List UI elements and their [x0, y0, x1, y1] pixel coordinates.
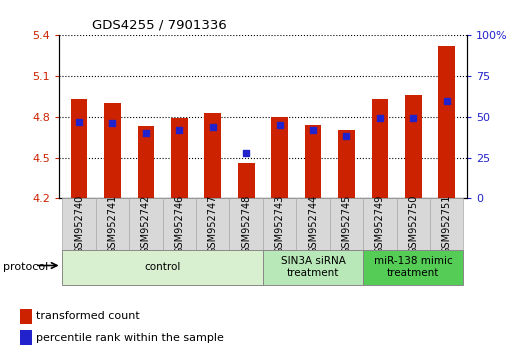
Point [209, 124, 217, 130]
Text: control: control [145, 262, 181, 272]
Bar [104, 103, 121, 198]
Point [376, 116, 384, 121]
Text: transformed count: transformed count [36, 311, 140, 321]
Point [275, 122, 284, 128]
Point [75, 119, 83, 125]
Text: GSM952742: GSM952742 [141, 194, 151, 253]
Text: GSM952740: GSM952740 [74, 194, 84, 253]
Text: GSM952741: GSM952741 [108, 194, 117, 253]
FancyBboxPatch shape [263, 250, 363, 285]
Text: GSM952745: GSM952745 [342, 194, 351, 253]
Text: SIN3A siRNA
treatment: SIN3A siRNA treatment [281, 256, 345, 278]
FancyBboxPatch shape [330, 198, 363, 250]
FancyBboxPatch shape [63, 250, 263, 285]
Point [108, 120, 116, 126]
FancyBboxPatch shape [163, 198, 196, 250]
FancyBboxPatch shape [430, 198, 463, 250]
Bar [171, 118, 188, 198]
Bar [405, 95, 422, 198]
Text: miR-138 mimic
treatment: miR-138 mimic treatment [374, 256, 452, 278]
FancyBboxPatch shape [363, 198, 397, 250]
Point [175, 127, 184, 133]
Point [242, 150, 250, 155]
Point [409, 116, 418, 121]
Bar [20, 330, 32, 345]
FancyBboxPatch shape [229, 198, 263, 250]
Bar [71, 99, 87, 198]
FancyBboxPatch shape [63, 198, 96, 250]
FancyBboxPatch shape [363, 250, 463, 285]
FancyBboxPatch shape [263, 198, 297, 250]
Bar [439, 46, 455, 198]
Text: protocol: protocol [3, 262, 48, 272]
FancyBboxPatch shape [129, 198, 163, 250]
Text: percentile rank within the sample: percentile rank within the sample [36, 332, 224, 343]
Bar [271, 117, 288, 198]
Point [309, 127, 317, 133]
Text: GSM952744: GSM952744 [308, 194, 318, 253]
Bar [238, 163, 254, 198]
Text: GSM952746: GSM952746 [174, 194, 184, 253]
Point [443, 98, 451, 103]
FancyBboxPatch shape [196, 198, 229, 250]
Bar [20, 309, 32, 324]
Text: GSM952749: GSM952749 [375, 194, 385, 253]
Text: GSM952743: GSM952743 [274, 194, 285, 253]
Point [342, 133, 350, 139]
Text: GSM952748: GSM952748 [241, 194, 251, 253]
Bar [204, 113, 221, 198]
Text: GDS4255 / 7901336: GDS4255 / 7901336 [92, 18, 226, 32]
FancyBboxPatch shape [96, 198, 129, 250]
FancyBboxPatch shape [297, 198, 330, 250]
Text: GSM952750: GSM952750 [408, 194, 418, 253]
Bar [338, 130, 355, 198]
FancyBboxPatch shape [397, 198, 430, 250]
Bar [305, 125, 322, 198]
Point [142, 130, 150, 136]
Bar [137, 126, 154, 198]
Bar [371, 99, 388, 198]
Text: GSM952747: GSM952747 [208, 194, 218, 253]
Text: GSM952751: GSM952751 [442, 194, 452, 253]
